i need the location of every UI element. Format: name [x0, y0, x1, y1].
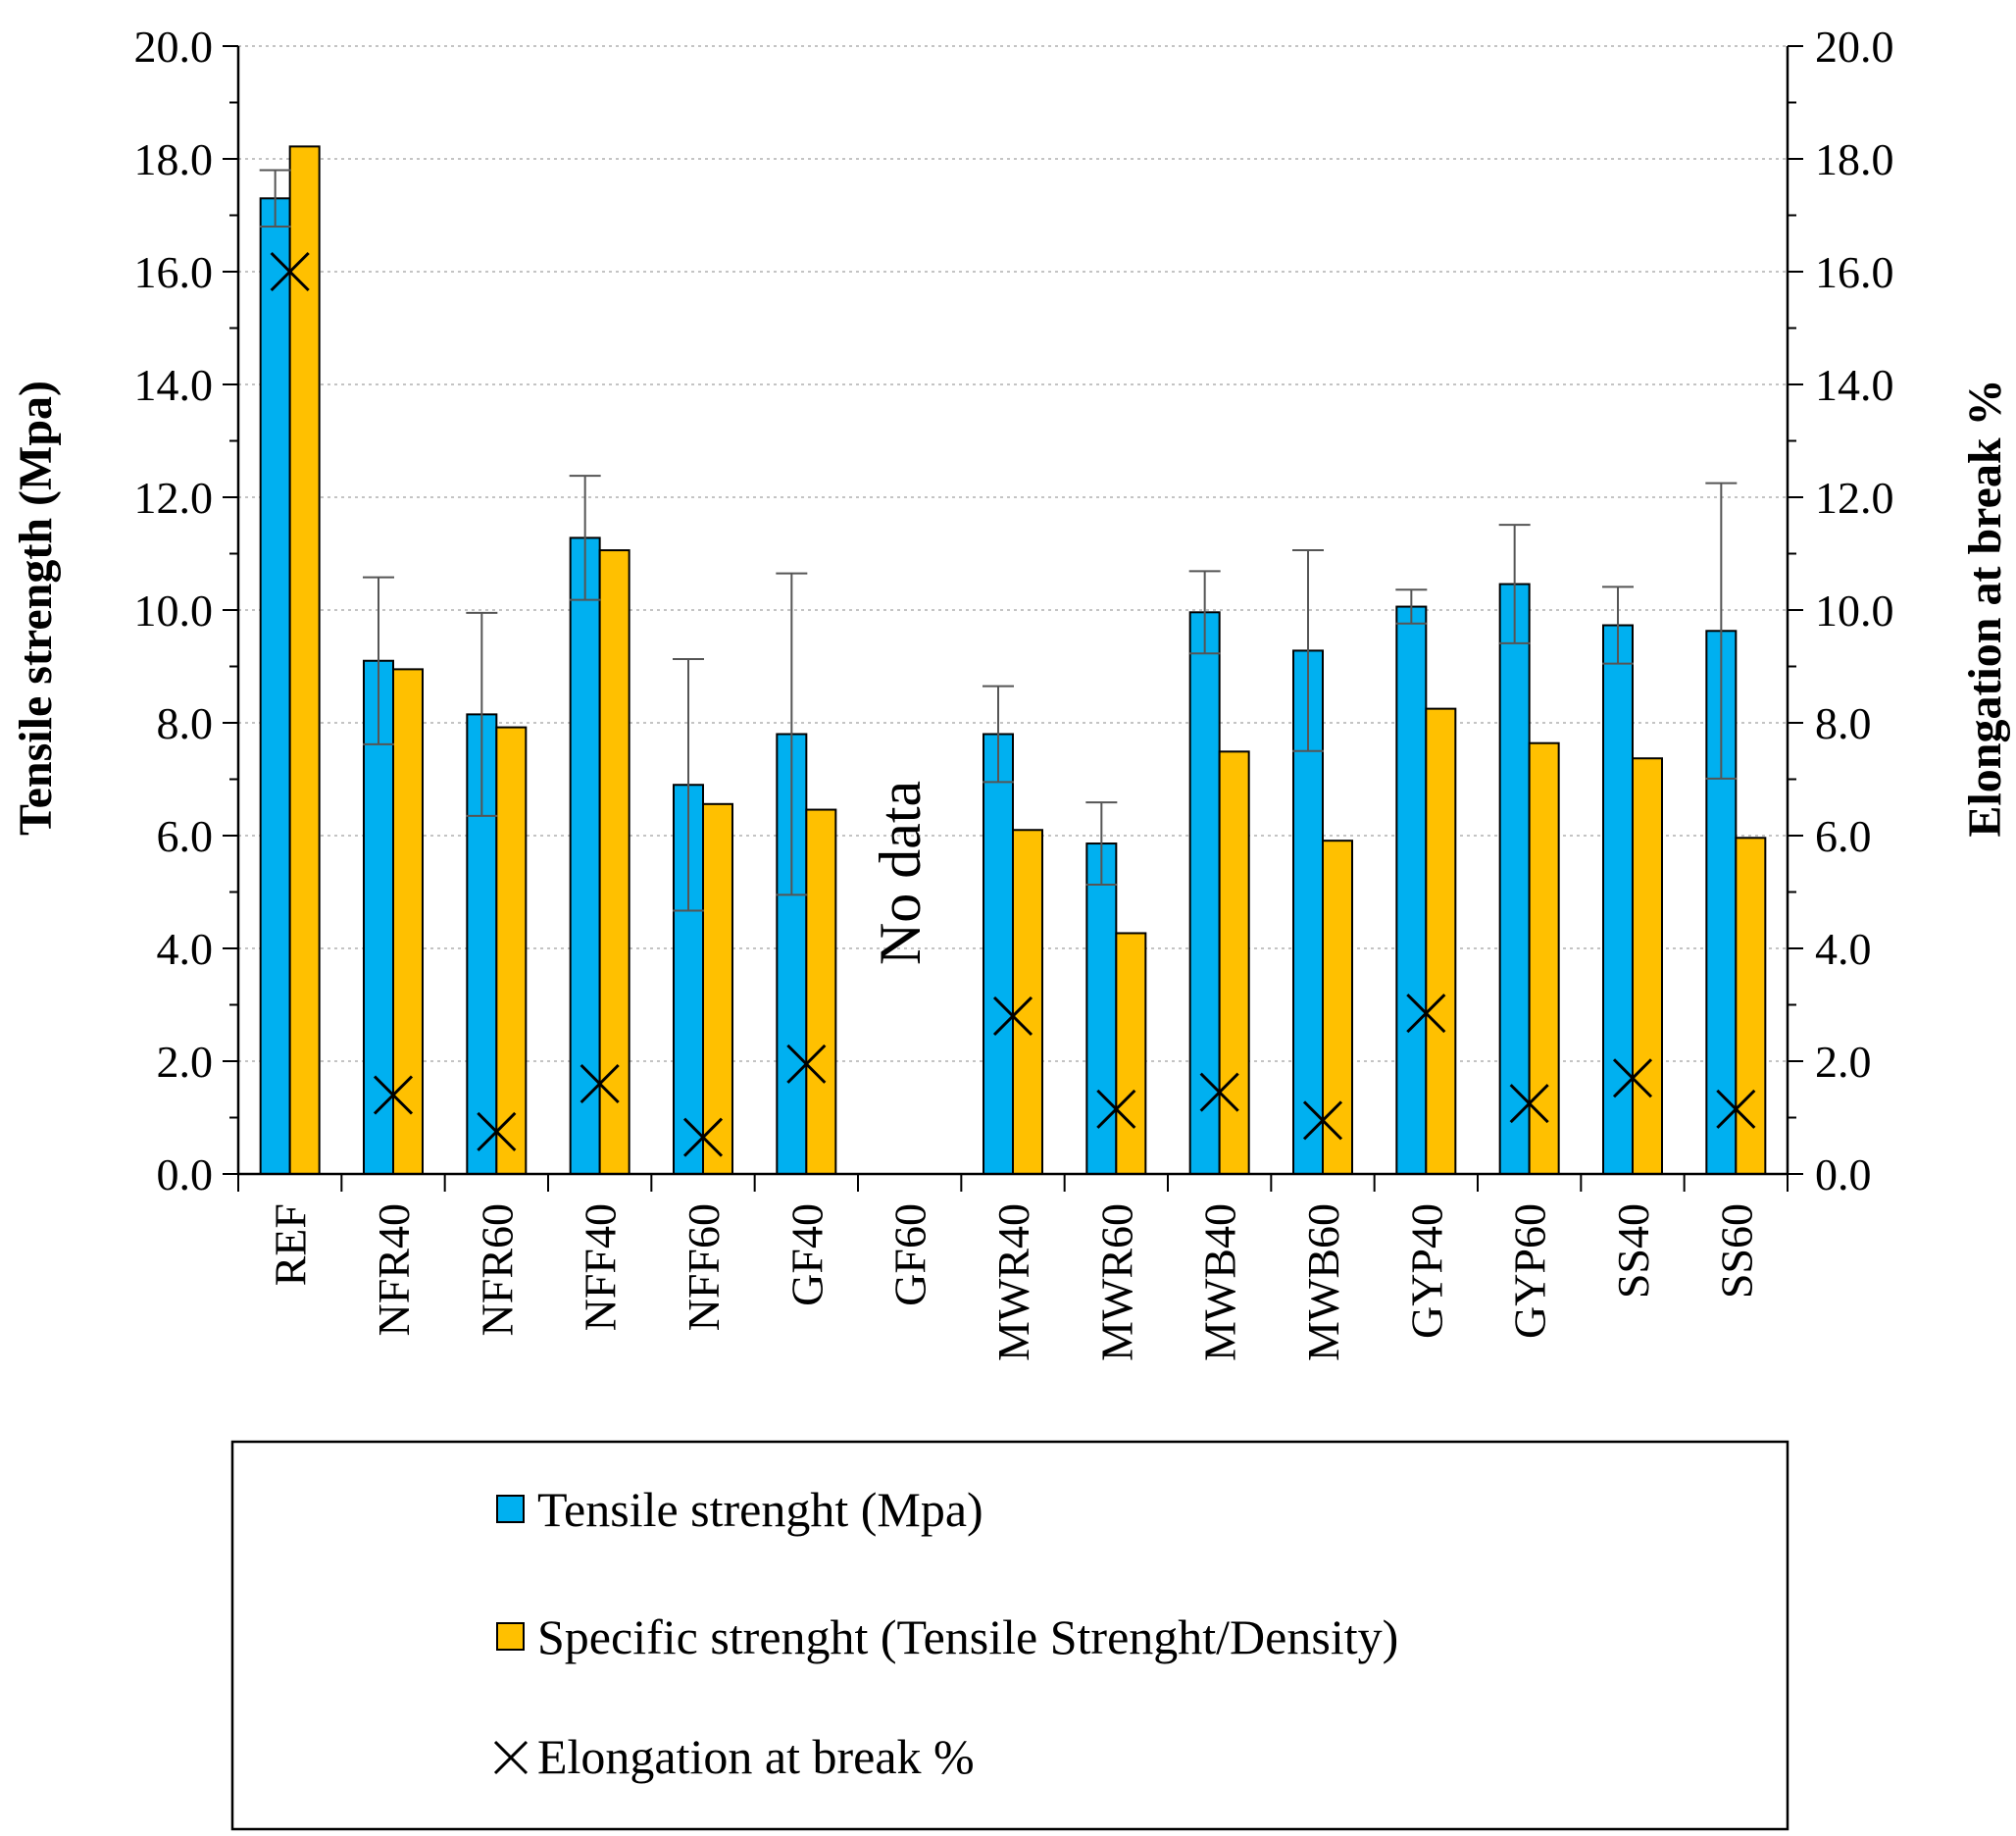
y2-tick-label: 8.0	[1815, 698, 1872, 748]
marker-stroke	[477, 1111, 517, 1151]
marker-stroke	[1406, 994, 1446, 1034]
bar-tensile-REF	[259, 197, 291, 1175]
y2-tick-label: 14.0	[1815, 360, 1894, 410]
bar-specific-SS40	[1632, 757, 1663, 1175]
y2-tick-label: 20.0	[1815, 22, 1894, 72]
category-label-NFF40: NFF40	[576, 1203, 626, 1331]
marker-stroke	[580, 1063, 620, 1104]
bar-specific-NFF60	[702, 802, 733, 1175]
marker-stroke	[1302, 1100, 1343, 1141]
error-bars	[259, 169, 1738, 912]
category-label-GYP40: GYP40	[1401, 1203, 1451, 1339]
bar-specific-MWB40	[1218, 750, 1250, 1175]
legend-marker-x-icon	[493, 1740, 529, 1775]
category-label-NFF60: NFF60	[679, 1203, 729, 1331]
marker-elongation-NFF40	[580, 1063, 620, 1104]
marker-stroke	[992, 995, 1033, 1037]
marker-elongation-MWB60	[1302, 1100, 1343, 1141]
y-tick-label: 0.0	[157, 1149, 214, 1199]
y2-tick-label: 16.0	[1815, 247, 1894, 297]
category-label-REF: REF	[266, 1203, 316, 1286]
y2-tick-label: 2.0	[1815, 1037, 1872, 1087]
y-tick-label: 4.0	[157, 924, 214, 974]
marker-stroke	[786, 1044, 827, 1084]
legend: Tensile strenght (Mpa) Specific strenght…	[230, 1440, 1789, 1831]
bar-specific-MWB60	[1322, 840, 1353, 1175]
elongation-markers	[270, 251, 1756, 1157]
category-label-NFR40: NFR40	[369, 1203, 419, 1336]
y-tick-label: 6.0	[157, 811, 214, 861]
marker-elongation-GYP60	[1509, 1084, 1549, 1124]
legend-label-elongation: Elongation at break %	[537, 1729, 975, 1784]
y-tick-label: 20.0	[134, 22, 214, 72]
legend-label-tensile: Tensile strenght (Mpa)	[537, 1482, 983, 1537]
marker-elongation-NFR60	[477, 1111, 517, 1151]
bar-tensile-MWR40	[983, 733, 1014, 1175]
marker-elongation-GYP40	[1406, 994, 1446, 1034]
bar-tensile-GYP60	[1498, 583, 1531, 1175]
marker-elongation-REF	[270, 251, 310, 292]
marker-elongation-MWB40	[1199, 1072, 1239, 1112]
bar-specific-GF40	[805, 808, 837, 1175]
marker-stroke	[1096, 1089, 1136, 1129]
y2-tick-label: 0.0	[1815, 1149, 1872, 1199]
bar-specific-NFR60	[495, 726, 528, 1175]
y-tick-label: 18.0	[134, 134, 214, 184]
category-label-SS60: SS60	[1711, 1203, 1761, 1299]
legend-swatch-specific	[496, 1622, 525, 1651]
bar-specific-GYP40	[1425, 707, 1457, 1175]
bar-specific-REF	[288, 145, 321, 1176]
y2-tick-label: 12.0	[1815, 473, 1894, 523]
y2-tick-label: 6.0	[1815, 811, 1872, 861]
category-label-GYP60: GYP60	[1505, 1203, 1555, 1339]
y-tick-label: 14.0	[134, 360, 214, 410]
marker-stroke	[1509, 1084, 1549, 1124]
category-label-GF60: GF60	[885, 1203, 935, 1306]
y-tick-label: 10.0	[134, 586, 214, 636]
tick-labels: 0.0 0.0 2.0 2.0 4.0 4.0 6.0 6.0 8.0 8.0 10.0 10.0 12…	[134, 22, 1894, 1199]
category-label-MWR40: MWR40	[988, 1203, 1038, 1361]
category-label-MWB60: MWB60	[1298, 1203, 1348, 1361]
bar-specific-MWR60	[1115, 932, 1147, 1175]
y-tick-label: 12.0	[134, 473, 214, 523]
bars	[259, 145, 1767, 1176]
y-axis-title: Tensile strength (Mpa)	[10, 381, 62, 836]
y2-tick-label: 10.0	[1815, 586, 1894, 636]
y-tick-label: 8.0	[157, 698, 214, 748]
marker-elongation-GF40	[786, 1044, 827, 1084]
marker-stroke	[682, 1117, 724, 1157]
legend-box	[230, 1440, 1789, 1831]
category-labels: REF NFR40 NFR60 NFF40 NFF60 GF40 GF60 MWR40 MWR6…	[266, 1203, 1762, 1361]
y2-tick-label: 18.0	[1815, 134, 1894, 184]
category-label-MWR60: MWR60	[1091, 1203, 1141, 1361]
marker-stroke	[373, 1075, 414, 1115]
y2-axis-title: Elongation at break %	[1959, 379, 2011, 837]
axes	[223, 45, 1803, 1192]
marker-stroke	[1716, 1089, 1756, 1129]
bar-tensile-MWR60	[1085, 842, 1118, 1175]
marker-elongation-MWR40	[992, 995, 1033, 1037]
category-label-GF40: GF40	[781, 1203, 832, 1306]
legend-swatch-tensile	[496, 1495, 525, 1523]
marker-elongation-MWR60	[1096, 1089, 1136, 1129]
marker-elongation-SS60	[1716, 1089, 1756, 1129]
marker-stroke	[1612, 1058, 1653, 1098]
y2-tick-label: 4.0	[1815, 924, 1872, 974]
category-label-NFR60: NFR60	[472, 1203, 522, 1336]
y-tick-label: 2.0	[157, 1037, 214, 1087]
marker-elongation-SS40	[1612, 1058, 1653, 1098]
marker-elongation-NFF60	[682, 1117, 724, 1157]
category-label-SS40: SS40	[1608, 1203, 1658, 1299]
marker-stroke	[1199, 1072, 1239, 1112]
y-tick-label: 16.0	[134, 247, 214, 297]
marker-elongation-NFR40	[373, 1075, 414, 1115]
bar-tensile-GYP40	[1395, 605, 1428, 1175]
no-data-annotation: No data	[868, 781, 932, 965]
legend-label-specific: Specific strenght (Tensile Strenght/Dens…	[537, 1609, 1398, 1664]
category-label-MWB40: MWB40	[1195, 1203, 1245, 1361]
marker-stroke	[270, 251, 310, 292]
